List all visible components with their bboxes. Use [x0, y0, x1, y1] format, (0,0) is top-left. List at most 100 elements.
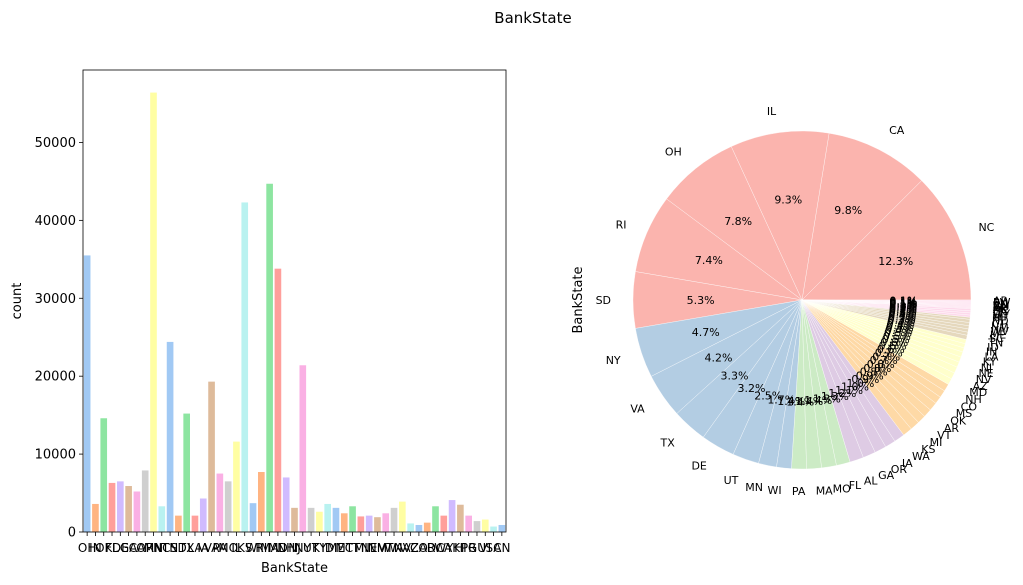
pie-pct-label: 0.2% — [889, 305, 917, 318]
x-tick-label: DC — [427, 541, 445, 555]
pie-label: OK — [950, 414, 967, 427]
x-tick-label: FL — [105, 541, 119, 555]
bar-la — [191, 515, 199, 532]
pie-label: PW — [993, 296, 1011, 309]
bar-axes-frame — [82, 69, 507, 533]
pie-pct-label: 1.2% — [828, 387, 856, 400]
pie-pct-label: 0.4% — [885, 324, 913, 337]
pie-label: GU — [993, 301, 1010, 314]
pie-label: WV — [990, 325, 1009, 338]
pie-pct-label: 3.2% — [738, 382, 766, 395]
x-tick-label: CT — [345, 541, 361, 555]
pie-pct-label: 0.3% — [888, 310, 916, 323]
pie-slice-ap — [801, 299, 972, 302]
pie-pct-label: 0.3% — [888, 312, 916, 325]
bar-hi — [457, 504, 464, 532]
x-tick-label: TN — [161, 541, 178, 555]
pie-pct-label: 7.4% — [695, 254, 723, 267]
pie-pct-label: 0.1% — [889, 297, 917, 310]
x-tick-label: MN — [144, 541, 163, 555]
pie-pct-label: 0.1% — [889, 298, 917, 311]
pie-label: LA — [984, 350, 998, 363]
pie-label: UT — [724, 474, 739, 487]
pie-pct-label: 3.3% — [720, 370, 748, 383]
bar-tn — [166, 341, 174, 532]
x-tick-label: OK — [95, 541, 113, 555]
pie-label: ME — [990, 329, 1006, 342]
pie-label: MN — [745, 481, 763, 494]
pie-chart: NC 12.3% CA 9.8% IL 9.3% OH 7.8% RI 7.4% SD 5.3% NY 4… — [571, 105, 1011, 498]
pie-label: NH — [965, 393, 982, 406]
bar-mi — [357, 516, 365, 532]
bar-in — [92, 503, 99, 532]
bar-ok — [100, 418, 108, 532]
pie-pct-label: 0.1% — [889, 294, 917, 307]
pie-pct-label: 0.2% — [889, 302, 917, 315]
bar-tx — [183, 413, 190, 532]
x-tick-label: MT — [335, 541, 353, 555]
pie-pct-label: 0.6% — [879, 340, 907, 353]
bar-mo — [224, 481, 232, 532]
pie-label: MI — [930, 436, 943, 449]
pie-label: AR — [944, 422, 960, 435]
x-tick-label: NJ — [288, 541, 301, 555]
pie-label: WY — [993, 307, 1011, 320]
bar-pr — [465, 515, 472, 532]
pie-label: PR — [993, 302, 1008, 315]
pie-label: HI — [992, 312, 1004, 325]
pie-pct-label: 1.3% — [821, 390, 849, 403]
pie-pct-label: 0.9% — [856, 369, 884, 382]
pie-pct-label: 2.5% — [754, 390, 782, 403]
bar-sd — [175, 515, 182, 532]
bar-ga — [125, 486, 132, 532]
bar-nv — [399, 501, 406, 532]
pie-pct-label: 0.3% — [889, 307, 917, 320]
bar-wa — [390, 507, 398, 532]
figure-title: BankState — [494, 9, 571, 27]
bar-ak — [448, 500, 456, 532]
pie-label: DE — [691, 460, 706, 473]
pie-pct-label: 1.4% — [804, 394, 832, 407]
pie-pct-label: 0.2% — [889, 304, 917, 317]
x-tick-label: WI — [245, 541, 260, 555]
x-tick-label: OR — [136, 541, 154, 555]
bar-or — [141, 470, 149, 532]
x-tick-label: NY — [295, 541, 312, 555]
x-tick-label: KS — [237, 541, 253, 555]
x-tick-label: PA — [213, 541, 228, 555]
pie-pct-label: 0.1% — [889, 295, 917, 308]
x-tick-label: RI — [255, 541, 267, 555]
bar-nj — [291, 507, 298, 532]
pie-label: ND — [992, 315, 1009, 328]
pie-pct-label: 0.8% — [860, 366, 888, 379]
x-tick-label: HI — [454, 541, 467, 555]
pie-label: IA — [902, 457, 913, 470]
pie-label: MD — [969, 386, 987, 399]
pie-label: FL — [849, 479, 862, 492]
x-tick-label: SC — [486, 541, 502, 555]
x-tick-label: PR — [461, 541, 477, 555]
pie-label: TN — [987, 336, 1003, 349]
pie-label: AZ — [973, 380, 989, 393]
bar-vt — [382, 513, 390, 532]
pie-slice-ca — [801, 132, 922, 301]
bar-oh — [83, 255, 91, 533]
x-tick-label: NH — [277, 541, 295, 555]
bar-dc — [432, 506, 439, 532]
bar-ma — [266, 183, 273, 532]
bar-nm — [374, 517, 381, 532]
pie-label: MS — [956, 407, 972, 420]
y-tick-label: 40000 — [35, 214, 76, 229]
pie-pct-label: 7.8% — [724, 215, 752, 228]
pie-pct-label: 1.0% — [846, 377, 874, 390]
x-tick-label: WA — [384, 541, 404, 555]
pie-label: DC — [993, 305, 1009, 318]
x-tick-label: MD — [268, 541, 288, 555]
x-tick-label: ME — [327, 541, 345, 555]
pie-label: RI — [616, 219, 627, 232]
bar-ia — [199, 498, 207, 532]
bar-wy — [440, 515, 448, 532]
pie-pct-label: 0.5% — [882, 333, 910, 346]
pie-pct-label: 1.7% — [767, 393, 795, 406]
bar-ri — [258, 472, 265, 532]
